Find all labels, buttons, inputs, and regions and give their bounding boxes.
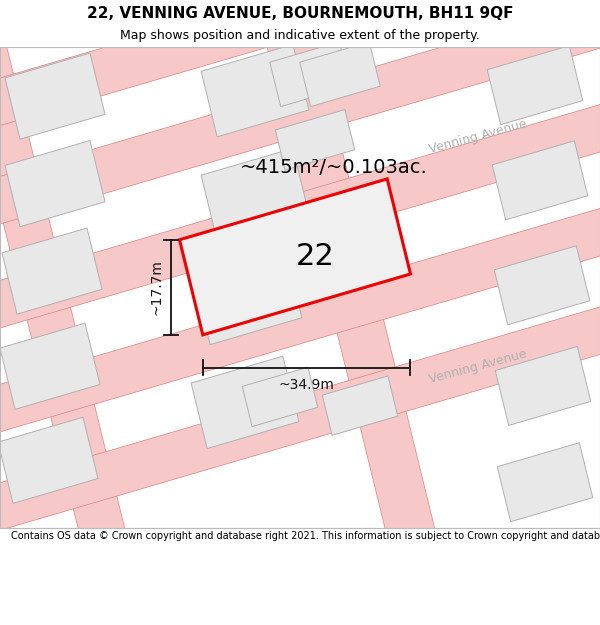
Polygon shape — [494, 246, 590, 325]
Text: Contains OS data © Crown copyright and database right 2021. This information is : Contains OS data © Crown copyright and d… — [11, 531, 600, 541]
Text: 22, VENNING AVENUE, BOURNEMOUTH, BH11 9QF: 22, VENNING AVENUE, BOURNEMOUTH, BH11 9Q… — [87, 6, 513, 21]
Text: ~34.9m: ~34.9m — [279, 378, 335, 392]
Polygon shape — [0, 0, 600, 232]
Polygon shape — [259, 1, 440, 564]
Polygon shape — [5, 141, 105, 227]
Polygon shape — [0, 323, 100, 409]
Polygon shape — [0, 302, 600, 539]
Text: Map shows position and indicative extent of the property.: Map shows position and indicative extent… — [120, 29, 480, 42]
Polygon shape — [322, 376, 398, 436]
Polygon shape — [201, 148, 309, 241]
Polygon shape — [242, 367, 318, 427]
Polygon shape — [487, 46, 583, 124]
Polygon shape — [495, 346, 591, 426]
Polygon shape — [5, 53, 105, 139]
Polygon shape — [270, 42, 350, 107]
Polygon shape — [0, 204, 600, 441]
Polygon shape — [0, 0, 600, 52]
Text: Venning Avenue: Venning Avenue — [428, 118, 529, 156]
Polygon shape — [2, 228, 102, 314]
Polygon shape — [492, 141, 588, 220]
Polygon shape — [0, 100, 600, 337]
Polygon shape — [497, 442, 593, 522]
Polygon shape — [191, 356, 299, 449]
Text: Venning Avenue: Venning Avenue — [428, 347, 529, 386]
Polygon shape — [201, 44, 309, 137]
Text: 22: 22 — [296, 242, 334, 271]
Polygon shape — [194, 253, 302, 344]
Polygon shape — [0, 1, 130, 562]
Polygon shape — [300, 42, 380, 107]
Polygon shape — [0, 418, 98, 503]
Text: ~17.7m: ~17.7m — [150, 259, 164, 315]
Polygon shape — [275, 109, 355, 170]
Polygon shape — [179, 179, 410, 335]
Text: ~415m²/~0.103ac.: ~415m²/~0.103ac. — [240, 158, 428, 177]
Polygon shape — [0, 0, 600, 134]
